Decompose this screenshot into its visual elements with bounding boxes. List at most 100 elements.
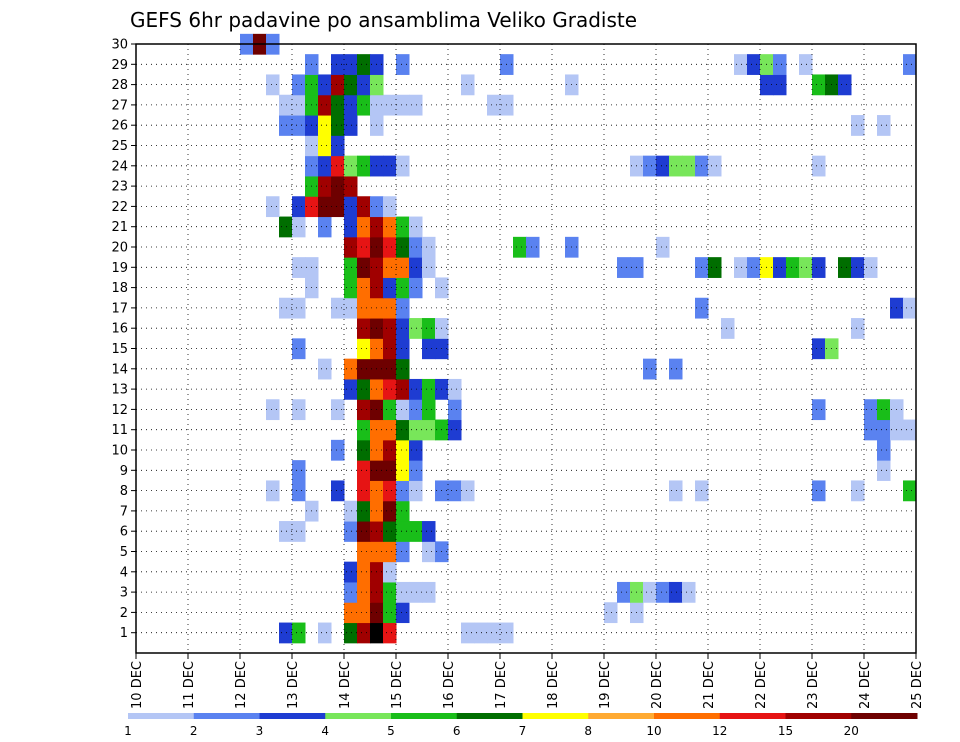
heatmap-cell xyxy=(344,561,358,583)
heatmap-cell xyxy=(331,155,345,177)
colorbar-segment xyxy=(785,713,852,719)
heatmap-cell xyxy=(643,581,657,603)
heatmap-cell xyxy=(331,439,345,461)
heatmap-cell xyxy=(487,94,501,116)
heatmap-cell xyxy=(669,480,683,502)
heatmap-cell xyxy=(396,54,410,75)
heatmap-cell xyxy=(864,257,878,278)
y-tick-label: 5 xyxy=(120,545,128,560)
heatmap-cell xyxy=(383,277,397,299)
heatmap-cell xyxy=(357,439,371,461)
y-axis: 1234567891011121314151617181920212223242… xyxy=(111,38,136,641)
heatmap-cell xyxy=(318,115,332,136)
heatmap-cell xyxy=(864,399,878,421)
colorbar-segment xyxy=(522,713,589,719)
y-tick-label: 26 xyxy=(111,119,128,134)
colorbar-segment xyxy=(325,713,392,719)
y-tick-label: 14 xyxy=(111,362,128,377)
heatmap-cell xyxy=(279,521,293,542)
heatmap-cell xyxy=(292,257,306,278)
colorbar-segment xyxy=(719,713,786,719)
heatmap-cell xyxy=(396,257,410,278)
heatmap-cell xyxy=(773,54,787,75)
heatmap-cell xyxy=(617,257,631,278)
y-tick-label: 22 xyxy=(111,200,128,215)
heatmap-cell xyxy=(474,622,488,644)
grid-lines xyxy=(136,44,916,653)
heatmap-cell xyxy=(344,115,358,136)
heatmap-cell xyxy=(734,257,748,278)
heatmap-cell xyxy=(448,378,462,400)
heatmap-cell xyxy=(877,460,891,481)
heatmap-cell xyxy=(331,54,345,75)
heatmap-cell xyxy=(357,521,371,542)
colorbar-segment xyxy=(654,713,721,719)
y-tick-label: 12 xyxy=(111,403,128,418)
y-tick-label: 10 xyxy=(111,444,128,459)
heatmap-cell xyxy=(409,378,423,400)
heatmap-cell xyxy=(656,236,670,258)
colorbar-label: 5 xyxy=(387,724,395,738)
heatmap-cell xyxy=(266,196,280,218)
heatmap-cell xyxy=(344,297,358,319)
heatmap-cell xyxy=(383,399,397,421)
heatmap-cell xyxy=(344,358,358,380)
heatmap-cell xyxy=(409,94,423,116)
heatmap-cell xyxy=(383,257,397,278)
heatmap-cell xyxy=(292,115,306,136)
y-tick-label: 24 xyxy=(111,159,128,174)
heatmap-cell xyxy=(409,419,423,441)
heatmap-cell xyxy=(409,216,423,238)
heatmap-cell xyxy=(643,358,657,380)
heatmap-cell xyxy=(266,399,280,421)
y-tick-label: 16 xyxy=(111,322,128,337)
heatmap-cell xyxy=(357,602,371,624)
colorbar-label: 1 xyxy=(124,724,132,738)
heatmap-cell xyxy=(344,74,358,96)
heatmap-cell xyxy=(292,94,306,116)
colorbar-segment xyxy=(588,713,655,719)
heatmap-cell xyxy=(396,399,410,421)
heatmap-cell xyxy=(422,378,436,400)
heatmap-cell xyxy=(812,257,826,278)
heatmap-cell xyxy=(396,419,410,441)
heatmap-cell xyxy=(344,54,358,75)
heatmap-cell xyxy=(396,480,410,502)
heatmap-cell xyxy=(396,94,410,116)
heatmap-cell xyxy=(383,216,397,238)
heatmap-cell xyxy=(292,460,306,481)
colorbar-segment xyxy=(193,713,260,719)
x-axis: 10 DEC 11 DEC 12 DEC 13 DEC 14 DEC 15 DEC 16 D… xyxy=(130,653,925,709)
heatmap-cell xyxy=(396,338,410,360)
colorbar-label: 12 xyxy=(712,724,727,738)
heatmap-cell xyxy=(318,196,332,218)
x-tick-label: 13 DEC xyxy=(286,661,301,709)
heatmap-cell xyxy=(448,399,462,421)
x-tick-label: 23 DEC xyxy=(806,661,821,709)
heatmap-cell xyxy=(357,297,371,319)
heatmap-cell xyxy=(812,399,826,421)
heatmap-cell xyxy=(903,419,917,441)
heatmap-cell xyxy=(396,155,410,177)
heatmap-cell xyxy=(344,236,358,258)
heatmap-cell xyxy=(344,521,358,542)
colorbar-label: 2 xyxy=(190,724,198,738)
colorbar-segment xyxy=(391,713,458,719)
heatmap-cell xyxy=(422,338,436,360)
heatmap-cell xyxy=(279,216,293,238)
heatmap-cell xyxy=(396,318,410,339)
x-tick-label: 25 DEC xyxy=(910,661,925,709)
heatmap-cell xyxy=(383,500,397,522)
heatmap-cell xyxy=(396,358,410,380)
heatmap-cell xyxy=(318,74,332,96)
heatmap-cell xyxy=(357,94,371,116)
heatmap-cell xyxy=(409,399,423,421)
heatmap-cell xyxy=(396,277,410,299)
heatmap-cell xyxy=(357,74,371,96)
heatmap-cell xyxy=(357,236,371,258)
heatmap-cell xyxy=(396,541,410,563)
heatmap-cell xyxy=(864,419,878,441)
heatmap-cell xyxy=(877,419,891,441)
heatmap-cell xyxy=(344,378,358,400)
heatmap-cell xyxy=(409,480,423,502)
